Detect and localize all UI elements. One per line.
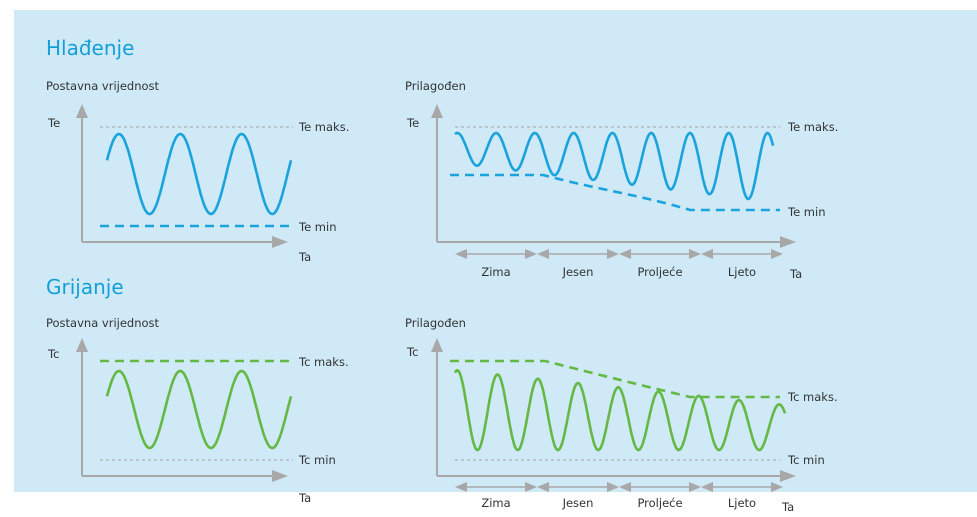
cooling-adjusted-season-arrowhead-left [455,249,467,259]
heating-adjusted-season-label: Jesen [562,496,594,510]
cooling-adjusted-season-arrowhead-right [689,249,701,259]
heating-adjusted-max-label: Tc maks. [787,390,838,404]
heating-default-chart: Postavna vrijednost Tc Tc maks. Tc min T… [46,316,349,505]
cooling-adjusted-season-arrowhead-right [607,249,619,259]
diagram-panel [14,10,977,492]
heating-default-subtitle: Postavna vrijednost [46,316,160,330]
cooling-default-x-arrow [272,236,288,248]
heating-default-y-arrow [76,338,88,352]
cooling-adjusted-season-arrowhead-left [701,249,713,259]
cooling-adjusted-season-label: Zima [481,265,510,279]
heating-adjusted-season-arrowhead-right [607,482,619,492]
heating-adjusted-season-arrowhead-left [455,482,467,492]
heating-adjusted-season-bar: Zima Jesen Proljeće Ljeto [455,482,783,510]
cooling-adjusted-min-line [450,173,780,212]
cooling-adjusted-x-arrow [780,236,796,248]
cooling-adjusted-season-label: Proljeće [637,265,682,279]
cooling-adjusted-x-label: Ta [789,267,802,281]
heating-default-y-label: Tc [47,347,59,361]
cooling-default-chart: Postavna vrijednost Te Te maks. Te min T… [46,79,349,264]
cooling-default-y-label: Te [47,116,60,130]
cooling-adjusted-season-arrowhead-left [537,249,549,259]
heating-default-min-label: Tc min [298,453,336,467]
heating-default-max-label: Tc maks. [298,355,349,369]
heating-default-x-label: Ta [298,491,311,505]
cooling-adjusted-season-bar: Zima Jesen Proljeće Ljeto [455,249,783,279]
heating-adjusted-y-arrow [431,338,443,352]
heating-adjusted-chart: Prilagođen Tc Tc maks. Tc min Ta Zima Jes… [405,316,838,514]
heating-adjusted-x-label: Ta [781,500,794,514]
heating-adjusted-season-arrowhead-right [689,482,701,492]
heating-adjusted-season-arrowhead-left [701,482,713,492]
heating-default-curve [105,369,293,450]
heating-adjusted-curve [453,368,787,452]
cooling-adjusted-max-label: Te maks. [787,120,838,134]
cooling-default-max-label: Te maks. [298,120,349,134]
heating-adjusted-min-label: Tc min [787,453,825,467]
heating-adjusted-season-arrowhead-left [537,482,549,492]
heating-adjusted-y-label: Tc [406,345,418,359]
cooling-default-min-label: Te min [298,220,337,234]
cooling-adjusted-season-arrowhead-left [619,249,631,259]
cooling-adjusted-season-arrowhead-right [525,249,537,259]
cooling-adjusted-curve [454,131,775,201]
cooling-adjusted-min-label: Te min [787,205,826,219]
cooling-adjusted-season-arrowhead-right [771,249,783,259]
heating-adjusted-season-arrowhead-right [525,482,537,492]
heating-adjusted-season-label: Zima [481,496,510,510]
heating-adjusted-season-arrowhead-left [619,482,631,492]
heating-heading: Grijanje [46,275,124,299]
cooling-adjusted-season-label: Jesen [562,265,594,279]
cooling-default-curve [105,132,293,216]
cooling-default-subtitle: Postavna vrijednost [46,79,160,93]
heating-adjusted-season-label: Ljeto [728,496,756,510]
heating-default-x-arrow [272,470,288,482]
heating-adjusted-x-arrow [780,470,796,482]
heating-adjusted-subtitle: Prilagođen [405,316,466,330]
cooling-adjusted-chart: Prilagođen Te Te maks. Te min Ta Zima Jes… [405,79,838,281]
cooling-default-x-label: Ta [298,250,311,264]
cooling-adjusted-season-label: Ljeto [728,265,756,279]
cooling-default-y-arrow [76,104,88,118]
cooling-adjusted-y-label: Te [406,116,419,130]
cooling-adjusted-y-arrow [431,104,443,118]
heating-adjusted-season-label: Proljeće [637,496,682,510]
heating-adjusted-season-arrowhead-right [771,482,783,492]
cooling-adjusted-subtitle: Prilagođen [405,79,466,93]
cooling-heading: Hlađenje [46,36,134,60]
heating-adjusted-max-line [450,359,780,399]
